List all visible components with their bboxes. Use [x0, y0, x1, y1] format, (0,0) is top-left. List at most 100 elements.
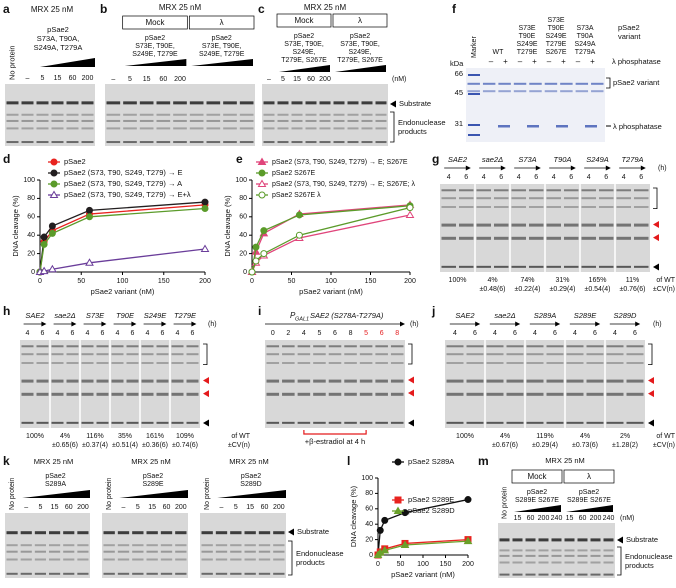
- panel-label: b: [100, 2, 107, 16]
- gel-band: [359, 345, 373, 348]
- gel-band: [347, 119, 359, 122]
- label: ±CV(n): [653, 442, 675, 449]
- gel-band: [223, 119, 237, 122]
- gel-band: [63, 572, 75, 575]
- wedge: [119, 490, 188, 498]
- arrow-head: [465, 165, 471, 171]
- legend-label: pSae2 (S73, T90, S249, T279) → E; S267E: [272, 159, 408, 166]
- pointer: [653, 263, 659, 271]
- gel-band: [564, 573, 575, 576]
- gel-band: [171, 345, 184, 348]
- y-tick-label: 40: [365, 521, 373, 528]
- pointer: [203, 419, 209, 427]
- gel-band: [139, 127, 154, 130]
- gel-band: [123, 101, 137, 105]
- lane-label: 60: [65, 504, 73, 511]
- gel-band: [201, 550, 213, 553]
- gel-band: [146, 531, 158, 535]
- legend-marker: [257, 157, 267, 165]
- legend-marker: [50, 180, 58, 188]
- gel-band: [606, 421, 624, 424]
- band-label: products: [398, 127, 427, 136]
- gel-band: [103, 550, 115, 553]
- bracket: [203, 343, 208, 366]
- quantification: 4%: [500, 433, 510, 440]
- lane-label: 6: [380, 330, 384, 337]
- gel-band: [126, 345, 139, 348]
- gel-band: [328, 392, 342, 396]
- label: 31: [455, 119, 463, 128]
- strain-label: S249A: [586, 155, 609, 164]
- legend-marker: [258, 191, 266, 199]
- gel-band: [313, 353, 326, 356]
- label: S73E, T90E,: [284, 41, 324, 48]
- gel-image: [265, 340, 405, 428]
- gel-band: [375, 127, 387, 130]
- gel-band: [494, 223, 509, 227]
- x-tick-label: 100: [417, 561, 429, 568]
- axis-title: pSae2 variant (nM): [91, 287, 155, 296]
- lane-label: 15: [514, 515, 522, 522]
- lane-label: 6: [604, 174, 608, 181]
- gel-band: [175, 544, 187, 547]
- label: S289D: [240, 481, 261, 488]
- label: T279E: [546, 41, 567, 48]
- gel-band: [506, 379, 524, 383]
- gel-band: [297, 392, 311, 396]
- gel-band: [538, 554, 549, 557]
- lane-label: 200: [175, 504, 187, 511]
- quantification: 31%: [555, 277, 569, 284]
- lane-label: 6: [131, 330, 135, 337]
- gel-band: [586, 421, 604, 424]
- gel-band: [171, 379, 184, 383]
- band-label: Endonuclease: [398, 118, 446, 127]
- bracket: [606, 77, 611, 89]
- lane-label: –: [489, 57, 494, 66]
- label: ±CV(n): [653, 286, 675, 293]
- lane-label: No protein: [204, 478, 211, 510]
- quantification: ±0.51(4): [112, 442, 138, 449]
- gel-band: [206, 127, 221, 130]
- gel-band: [511, 236, 526, 240]
- strain-label: SAE2: [25, 311, 45, 320]
- gel-band: [160, 544, 173, 547]
- gel-band: [546, 362, 564, 364]
- gel-band: [239, 119, 254, 122]
- gel-band: [186, 392, 199, 396]
- gel-band: [446, 345, 464, 348]
- gel-band: [66, 127, 79, 130]
- pointer: [288, 528, 294, 536]
- lane-label: 6: [639, 174, 643, 181]
- label: of WT: [656, 277, 675, 284]
- lane-label: 60: [579, 515, 587, 522]
- gel-band: [634, 265, 649, 268]
- arrow-head: [191, 321, 197, 327]
- gel-band: [581, 206, 596, 208]
- gel-band: [171, 353, 184, 356]
- lane-label: 200: [174, 76, 186, 83]
- gel-band: [606, 353, 624, 356]
- gel-band: [103, 531, 115, 535]
- gel-band: [230, 531, 242, 535]
- gel-band: [634, 223, 649, 227]
- gel-band: [344, 379, 357, 383]
- pointer: [648, 419, 654, 427]
- gel-band: [599, 189, 614, 192]
- strain-label: S289D: [614, 311, 638, 320]
- group-box: [332, 13, 388, 28]
- quantification: ±0.29(4): [532, 442, 558, 449]
- gel-band: [156, 101, 171, 105]
- gel-band: [49, 531, 61, 535]
- arrow-head: [400, 321, 405, 327]
- gel-band: [359, 421, 373, 424]
- y-tick-label: 60: [365, 506, 373, 513]
- lane-label: 6: [101, 330, 105, 337]
- gel-band: [206, 101, 221, 105]
- gel-band: [603, 561, 614, 564]
- gel-band: [81, 127, 94, 130]
- gel-band: [494, 265, 509, 268]
- gel-band: [81, 113, 94, 116]
- gel-band: [328, 353, 342, 356]
- arrow-head: [41, 321, 47, 327]
- gel-band: [546, 345, 564, 348]
